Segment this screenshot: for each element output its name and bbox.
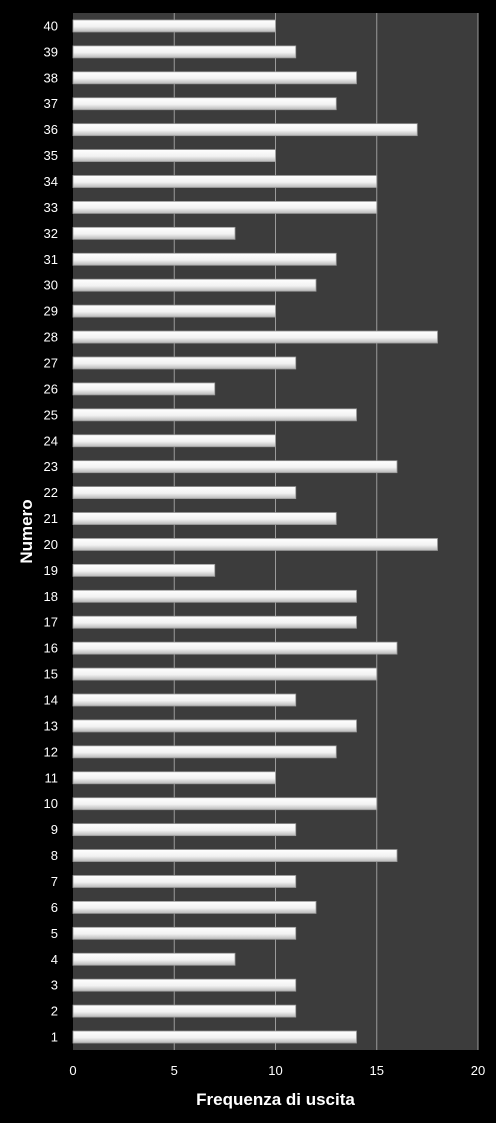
y-axis-title: Numero	[17, 499, 36, 563]
y-tick-label: 37	[44, 96, 58, 111]
bar-6	[72, 901, 317, 914]
bar-39	[72, 45, 297, 59]
bar-3	[72, 978, 297, 992]
bar-1	[72, 1030, 357, 1044]
bar-24	[72, 434, 276, 448]
y-tick-label: 8	[51, 848, 58, 863]
bar-23	[72, 460, 398, 474]
y-tick-label: 19	[44, 563, 58, 578]
x-tick-label: 0	[69, 1063, 76, 1078]
y-tick-label: 12	[44, 744, 58, 759]
bar-2	[72, 1004, 297, 1018]
bar-10	[72, 797, 378, 811]
y-tick-label: 32	[44, 226, 58, 241]
bar-7	[72, 875, 297, 888]
bar-38	[72, 71, 357, 85]
bars	[72, 19, 438, 1044]
y-tick-label: 35	[44, 148, 58, 163]
y-tick-label: 24	[44, 433, 58, 448]
bar-22	[72, 486, 297, 500]
bar-32	[72, 226, 236, 240]
bar-29	[72, 304, 276, 318]
y-tick-label: 26	[44, 381, 58, 396]
bar-14	[72, 693, 297, 707]
y-tick-label: 22	[44, 485, 58, 500]
bar-17	[72, 615, 357, 629]
y-tick-label: 3	[51, 978, 58, 993]
y-tick-label: 2	[51, 1004, 58, 1019]
bar-31	[72, 252, 337, 266]
y-tick-label: 7	[51, 874, 58, 889]
x-tick-label: 20	[471, 1063, 485, 1078]
y-tick-label: 34	[44, 174, 58, 189]
bar-40	[72, 19, 276, 33]
y-tick-label: 36	[44, 122, 58, 137]
x-tick-labels: 0 5 10 15 20	[69, 1063, 485, 1078]
bar-33	[72, 201, 378, 214]
y-tick-label: 29	[44, 304, 58, 319]
bar-34	[72, 175, 378, 188]
y-tick-label: 15	[44, 667, 58, 682]
bar-25	[72, 408, 357, 422]
bar-20	[72, 538, 438, 551]
bar-28	[72, 330, 438, 344]
bar-5	[72, 926, 297, 940]
y-tick-label: 13	[44, 718, 58, 733]
bar-8	[72, 849, 398, 862]
y-tick-label: 38	[44, 70, 58, 85]
y-tick-label: 6	[51, 900, 58, 915]
y-tick-label: 17	[44, 615, 58, 630]
bar-27	[72, 356, 297, 370]
bar-35	[72, 149, 276, 162]
x-axis-title: Frequenza di uscita	[196, 1090, 355, 1109]
y-tick-label: 4	[51, 952, 58, 967]
y-tick-label: 18	[44, 589, 58, 604]
y-tick-label: 16	[44, 641, 58, 656]
y-tick-label: 39	[44, 44, 58, 59]
bar-16	[72, 641, 398, 655]
bar-30	[72, 278, 317, 292]
y-tick-label: 31	[44, 252, 58, 267]
bar-26	[72, 382, 216, 396]
y-tick-labels: 1234567891011121314151617181920212223242…	[44, 18, 58, 1044]
bar-37	[72, 97, 337, 111]
y-tick-label: 25	[44, 407, 58, 422]
bar-12	[72, 745, 337, 759]
y-tick-label: 9	[51, 822, 58, 837]
bar-13	[72, 719, 357, 733]
y-tick-label: 27	[44, 355, 58, 370]
bar-9	[72, 823, 297, 837]
y-tick-label: 10	[44, 796, 58, 811]
y-tick-label: 30	[44, 278, 58, 293]
y-tick-label: 40	[44, 18, 58, 33]
y-tick-label: 33	[44, 200, 58, 215]
bar-19	[72, 563, 216, 577]
bar-4	[72, 952, 236, 966]
y-tick-label: 14	[44, 693, 58, 708]
x-tick-label: 15	[370, 1063, 384, 1078]
y-tick-label: 23	[44, 459, 58, 474]
bar-36	[72, 123, 418, 137]
y-tick-label: 11	[45, 770, 59, 785]
y-tick-label: 1	[51, 1030, 58, 1045]
bar-11	[72, 771, 276, 785]
y-tick-label: 5	[51, 926, 58, 941]
bar-15	[72, 667, 378, 681]
y-tick-label: 20	[44, 537, 58, 552]
bar-21	[72, 512, 337, 525]
y-tick-label: 21	[44, 511, 58, 526]
x-tick-label: 5	[171, 1063, 178, 1078]
y-tick-label: 28	[44, 330, 58, 345]
x-tick-label: 10	[268, 1063, 282, 1078]
bar-18	[72, 589, 357, 603]
